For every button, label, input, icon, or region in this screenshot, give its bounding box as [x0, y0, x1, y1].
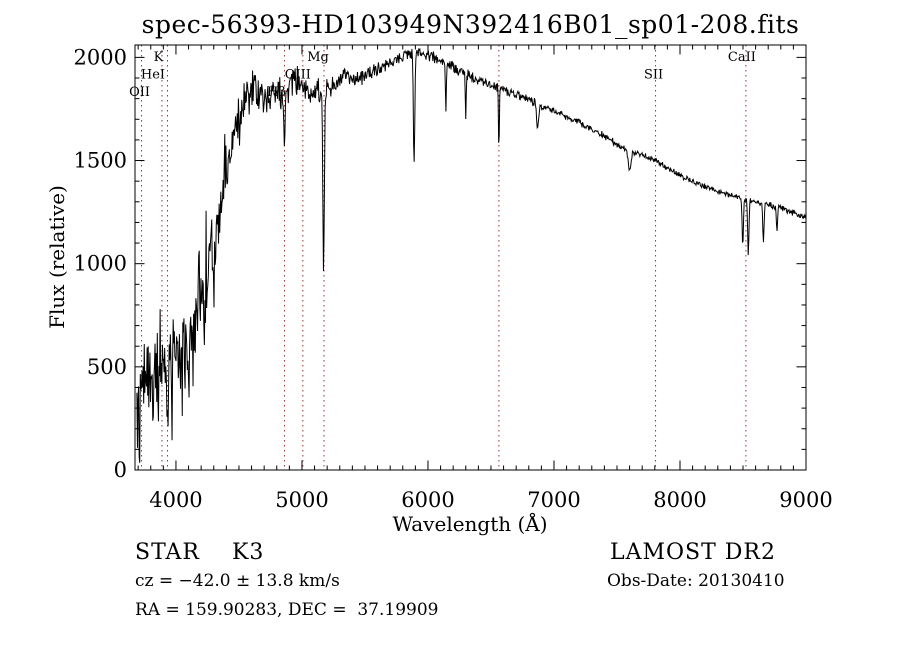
observation-date-text: Obs-Date: 20130410	[607, 571, 785, 591]
spectrum-trace	[136, 47, 807, 463]
object-class-label: STAR K3	[135, 540, 265, 565]
axis-ticks	[135, 45, 807, 471]
survey-release-label: LAMOST DR2	[610, 540, 776, 565]
x-tick-label: 4000	[149, 488, 202, 512]
spectral-line-label: Mg	[307, 50, 329, 65]
y-tick-label: 500	[87, 355, 127, 379]
y-axis-label: Flux (relative)	[45, 185, 69, 329]
y-tick-label: 2000	[74, 45, 127, 69]
x-tick-label: 7000	[527, 488, 580, 512]
x-tick-label: 9000	[779, 488, 832, 512]
spectral-line-label: CaII	[728, 50, 756, 65]
x-tick-label: 6000	[401, 488, 454, 512]
x-tick-label: 5000	[275, 488, 328, 512]
y-tick-label: 1000	[74, 252, 127, 276]
spectral-line-label: SII	[644, 68, 663, 83]
x-tick-label: 8000	[653, 488, 706, 512]
spectral-line-label: OII	[129, 85, 150, 100]
x-axis-label: Wavelength (Å)	[392, 511, 547, 536]
plot-title: spec-56393-HD103949N392416B01_sp01-208.f…	[141, 10, 800, 39]
spectral-line-label: HeI	[141, 68, 165, 83]
y-tick-label: 0	[114, 458, 127, 482]
plot-frame	[134, 44, 807, 471]
radial-velocity-text: cz = −42.0 ± 13.8 km/s	[135, 571, 340, 591]
spectral-line-label: K	[154, 50, 164, 65]
coordinates-text: RA = 159.90283, DEC = 37.19909	[135, 600, 439, 620]
y-tick-label: 1500	[74, 149, 127, 173]
tick-labels: 4000 5000 6000 7000 8000 9000 0 500 1000 1500 2000	[74, 45, 833, 512]
